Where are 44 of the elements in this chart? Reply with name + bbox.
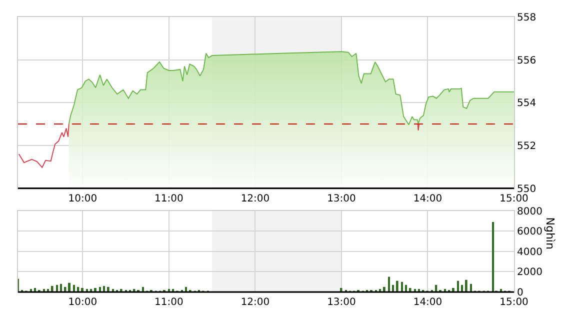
y-tick-label: 552 <box>517 140 536 152</box>
bar <box>383 286 386 292</box>
y-tick-label: 8000 <box>517 206 542 218</box>
bar <box>457 280 459 292</box>
x-tick-label: 14:00 <box>413 193 442 204</box>
y-tick-label: 554 <box>517 98 536 110</box>
bar <box>56 284 58 292</box>
x-tick-label: 10:00 <box>68 193 98 204</box>
bar <box>94 288 96 292</box>
bar <box>401 282 403 292</box>
y-tick-label: 0 <box>517 288 524 298</box>
y-tick-label: 558 <box>517 12 536 24</box>
y-tick-label: 556 <box>517 55 536 66</box>
y-tick-label: 6000 <box>517 226 542 238</box>
x-tick-label: 14:00 <box>413 297 442 308</box>
x-tick-label: 13:00 <box>327 297 356 308</box>
x-tick-label: 15:00 <box>500 193 528 204</box>
bar <box>60 284 62 292</box>
bar <box>405 284 407 292</box>
bar <box>465 280 468 292</box>
x-tick-label: 15:00 <box>500 297 528 308</box>
x-tick-label: 10:00 <box>68 297 98 308</box>
x-tick-label: 11:00 <box>154 297 184 308</box>
bar <box>340 288 342 292</box>
x-tick-label: 11:00 <box>154 193 184 204</box>
bar <box>388 276 390 292</box>
bar <box>396 280 398 292</box>
x-tick-label: 12:00 <box>240 297 270 308</box>
bar <box>51 286 54 292</box>
y-tick-label: 550 <box>517 184 536 195</box>
bar <box>492 222 494 292</box>
bar <box>68 282 71 292</box>
bar <box>73 284 75 292</box>
bar <box>461 284 464 292</box>
y-tick-label: 4000 <box>517 246 542 258</box>
bar <box>107 286 110 292</box>
y-axis-title: Nghìn <box>544 217 557 250</box>
bar <box>409 288 412 292</box>
bar <box>452 288 454 292</box>
bar <box>470 284 472 292</box>
x-tick-label: 13:00 <box>327 193 356 204</box>
x-tick-label: 12:00 <box>240 193 270 204</box>
y-tick-label: 2000 <box>517 267 542 278</box>
bar <box>392 284 394 292</box>
